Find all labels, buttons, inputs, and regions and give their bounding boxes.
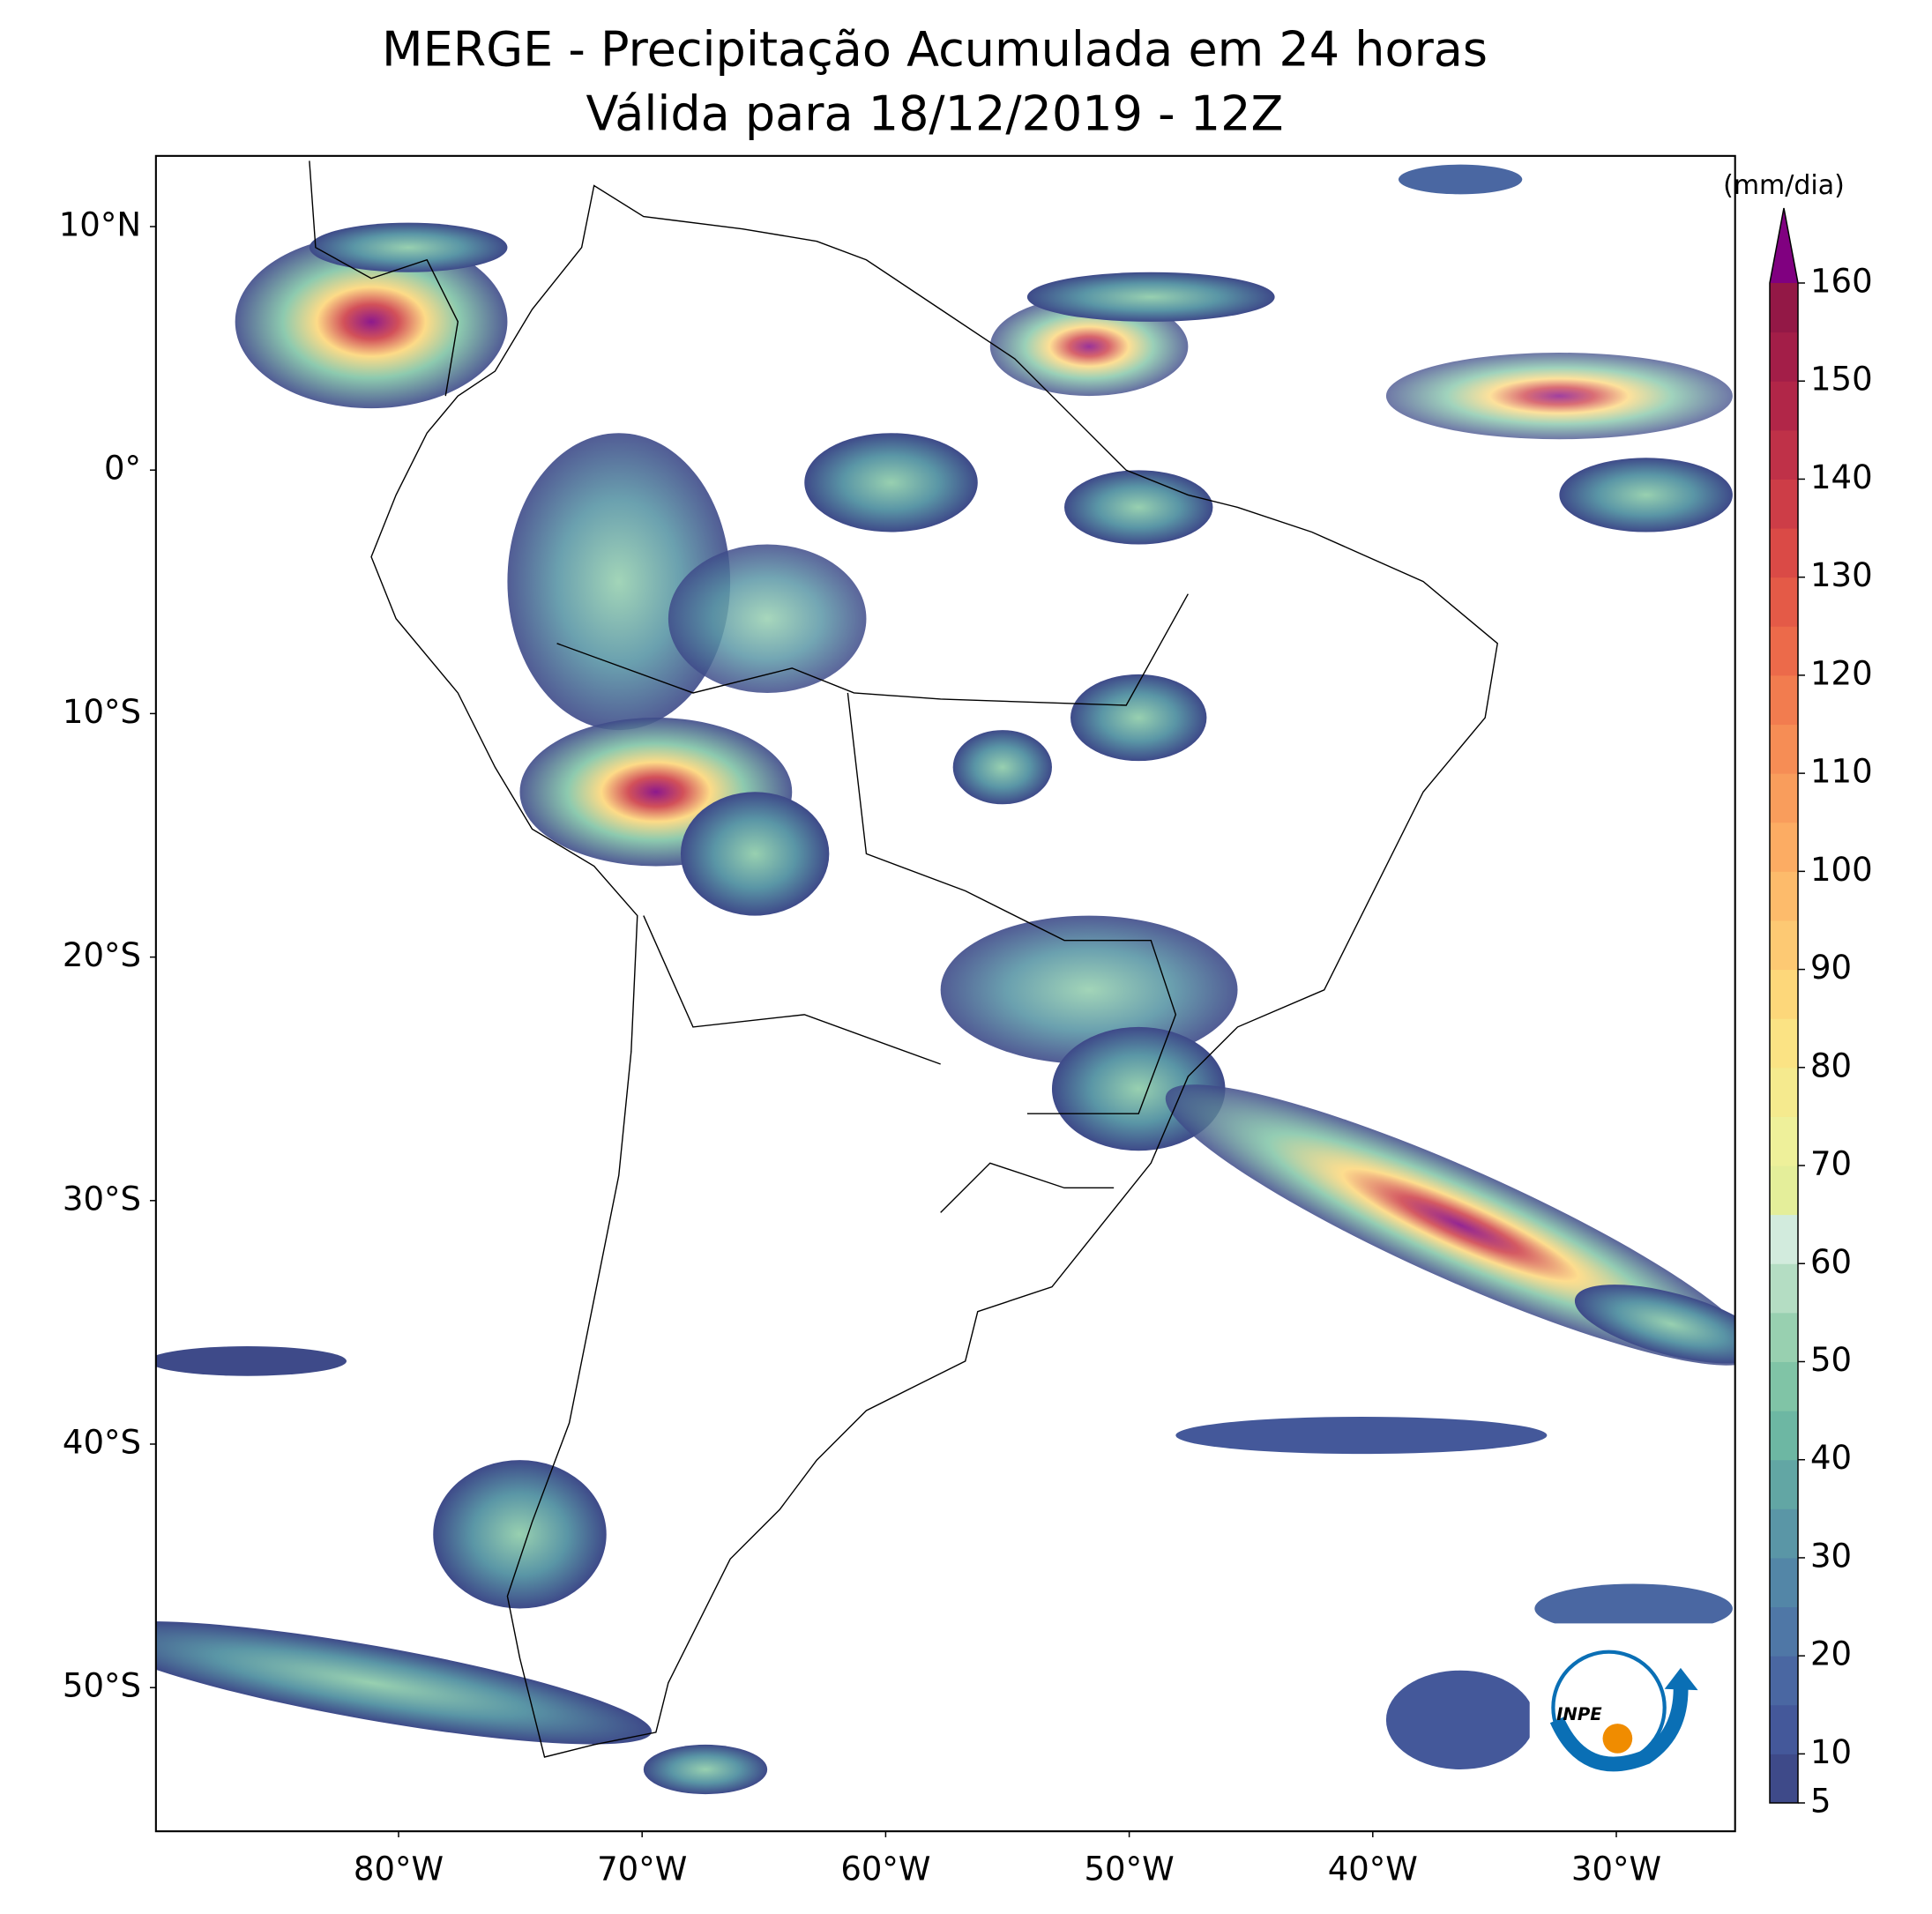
- lon-label: 40°W: [1328, 1851, 1418, 1888]
- colorbar-band: [1770, 626, 1798, 676]
- colorbar-tick-label: 110: [1810, 753, 1873, 791]
- subtitle: Válida para 18/12/2019 - 12Z: [586, 86, 1284, 142]
- colorbar-band: [1770, 773, 1798, 823]
- colorbar-band: [1770, 674, 1798, 726]
- colorbar-band: [1770, 1508, 1798, 1559]
- colorbar-tick-label: 100: [1810, 851, 1873, 889]
- colorbar-band: [1770, 577, 1798, 627]
- colorbar-band: [1770, 871, 1798, 921]
- colorbar-band: [1770, 1312, 1798, 1362]
- lon-label: 30°W: [1571, 1851, 1661, 1888]
- lon-label: 60°W: [840, 1851, 930, 1888]
- colorbar-tick-label: 30: [1810, 1537, 1852, 1575]
- colorbar-band: [1770, 1018, 1798, 1069]
- colorbar-band: [1770, 331, 1798, 382]
- colorbar-band: [1770, 283, 1798, 333]
- logo: INPE: [1529, 1623, 1719, 1778]
- lat-label: 10°S: [63, 693, 141, 731]
- precipitation-field: [155, 164, 1735, 1795]
- title: MERGE - Precipitação Acumulada em 24 hor…: [382, 22, 1488, 78]
- colorbar-band: [1770, 429, 1798, 480]
- colorbar-band: [1770, 1411, 1798, 1461]
- lon-label: 80°W: [354, 1851, 444, 1888]
- colorbar-band: [1770, 1214, 1798, 1264]
- colorbar-band: [1770, 1754, 1798, 1804]
- colorbar-tick-label: 80: [1810, 1046, 1852, 1084]
- colorbar-band: [1770, 1606, 1798, 1657]
- colorbar-tick-label: 20: [1810, 1635, 1852, 1673]
- map: INPE: [154, 154, 1736, 1833]
- lat-label: 40°S: [63, 1424, 141, 1462]
- colorbar-tick-label: 40: [1810, 1439, 1852, 1477]
- colorbar-tick-label: 90: [1810, 949, 1852, 987]
- colorbar-band: [1770, 479, 1798, 529]
- colorbar-tick-label: 50: [1810, 1341, 1852, 1379]
- colorbar-tick-label: 70: [1810, 1145, 1852, 1183]
- colorbar-tick-label: 120: [1810, 654, 1873, 692]
- lat-label: 0°: [104, 450, 141, 488]
- colorbar-tick-label: 140: [1810, 458, 1873, 496]
- colorbar-tick-label: 130: [1810, 556, 1873, 594]
- colorbar-band: [1770, 1557, 1798, 1608]
- colorbar-unit: (mm/dia): [1723, 170, 1845, 201]
- colorbar-tick-label: 60: [1810, 1243, 1852, 1281]
- lat-label: 10°N: [59, 206, 141, 244]
- colorbar-band: [1770, 969, 1798, 1019]
- colorbar-tick-label: 160: [1810, 263, 1873, 301]
- colorbar-band: [1770, 1166, 1798, 1216]
- colorbar-band: [1770, 1361, 1798, 1411]
- lat-label: 30°S: [63, 1180, 141, 1218]
- colorbar-outline: [1769, 207, 1799, 1804]
- coastline: [309, 160, 1498, 1758]
- colorbar-band: [1770, 1067, 1798, 1117]
- colorbar-tick-label: 10: [1810, 1733, 1852, 1771]
- colorbar-band: [1770, 1459, 1798, 1509]
- colorbar-band: [1770, 1263, 1798, 1314]
- colorbar-band: [1770, 528, 1798, 578]
- lon-label: 70°W: [597, 1851, 687, 1888]
- colorbar-band: [1770, 1656, 1798, 1706]
- colorbar-band: [1770, 381, 1798, 431]
- colorbar-extend: [1770, 208, 1798, 283]
- colorbar-band: [1770, 1116, 1798, 1166]
- colorbar-tick-label: 150: [1810, 361, 1873, 398]
- logo-text: INPE: [1556, 1704, 1602, 1724]
- colorbar-tick-label: 5: [1810, 1783, 1831, 1821]
- map-frame: [154, 154, 1736, 1833]
- colorbar-band: [1770, 822, 1798, 872]
- lat-label: 20°S: [63, 936, 141, 974]
- lon-label: 50°W: [1085, 1851, 1175, 1888]
- colorbar-band: [1770, 724, 1798, 774]
- colorbar-band: [1770, 1704, 1798, 1754]
- colorbar-band: [1770, 920, 1798, 971]
- lat-label: 50°S: [63, 1667, 141, 1705]
